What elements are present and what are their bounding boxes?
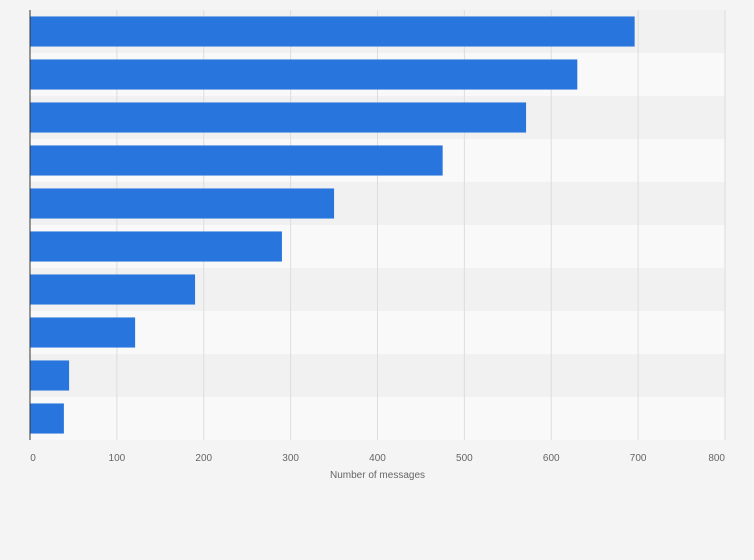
bars xyxy=(30,16,635,434)
x-tick-label: 100 xyxy=(109,453,126,464)
x-tick-label: 200 xyxy=(195,453,212,464)
x-tick-label: 700 xyxy=(630,453,647,464)
bar[interactable] xyxy=(30,102,527,133)
x-tick-label: 300 xyxy=(282,453,299,464)
bar[interactable] xyxy=(30,317,136,348)
x-tick-label: 400 xyxy=(369,453,386,464)
x-axis-title: Number of messages xyxy=(330,470,425,481)
bar[interactable] xyxy=(30,145,443,176)
x-tick-label: 0 xyxy=(30,453,36,464)
bar[interactable] xyxy=(30,188,335,219)
x-tick-label: 500 xyxy=(456,453,473,464)
x-tick-labels: 0 100 200 300 400 500 600 700 800 xyxy=(30,453,725,464)
bar[interactable] xyxy=(30,16,635,47)
x-tick-label: 600 xyxy=(543,453,560,464)
bar[interactable] xyxy=(30,360,70,391)
bar[interactable] xyxy=(30,274,196,305)
bar[interactable] xyxy=(30,403,64,434)
bar[interactable] xyxy=(30,231,282,262)
x-tick-label: 800 xyxy=(708,453,725,464)
bar[interactable] xyxy=(30,59,578,90)
